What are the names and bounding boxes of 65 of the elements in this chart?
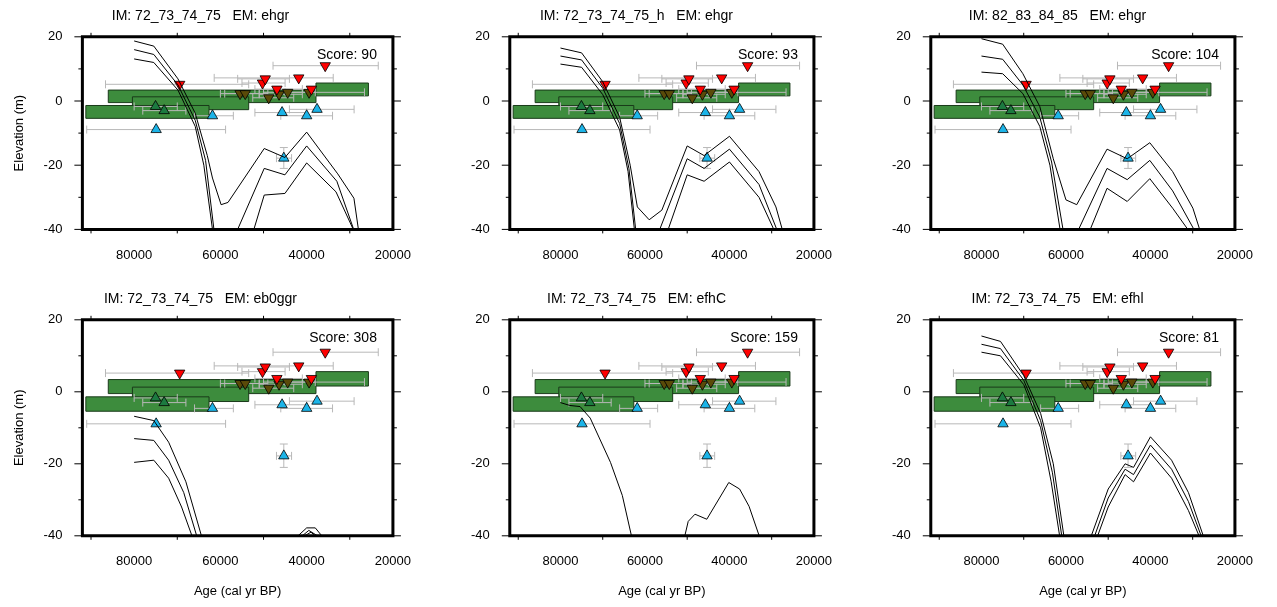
y-tick-label: -40 <box>891 220 911 236</box>
x-tick-label: 60000 <box>1047 246 1085 262</box>
x-tick-label: 80000 <box>963 246 1000 262</box>
x-axis-title: Age (cal yr BP) <box>193 582 282 598</box>
y-tick-label: 20 <box>475 311 490 327</box>
annotation: Score: 104 <box>1151 45 1220 62</box>
y-tick-label: 0 <box>55 92 63 108</box>
x-tick-label: 20000 <box>1216 246 1253 262</box>
y-tick-label: 0 <box>482 92 490 108</box>
annotation: Score: 81 <box>1158 328 1220 345</box>
y-tick-label: -40 <box>43 220 63 236</box>
x-tick-label: 40000 <box>1132 246 1169 262</box>
y-tick-label: -40 <box>43 527 63 543</box>
x-tick-label: 20000 <box>374 553 411 569</box>
x-tick-label: 60000 <box>202 553 239 569</box>
y-tick-label: 0 <box>903 92 911 108</box>
x-tick-label: 60000 <box>626 246 664 262</box>
y-tick-label: -40 <box>891 527 911 543</box>
y-tick-label: -40 <box>470 527 490 543</box>
y-tick-label: 20 <box>47 28 63 44</box>
y-tick-label: -20 <box>891 156 911 172</box>
x-tick-label: 80000 <box>542 246 579 262</box>
y-tick-label: 20 <box>47 311 63 327</box>
y-tick-label: -40 <box>470 220 490 236</box>
x-tick-label: 80000 <box>116 553 153 569</box>
y-tick-label: -20 <box>470 156 490 172</box>
x-tick-label: 40000 <box>711 553 748 569</box>
x-tick-label: 60000 <box>626 553 664 569</box>
y-tick-label: -20 <box>43 455 63 471</box>
y-tick-label: 0 <box>903 383 911 399</box>
chart-title: IM: 72_73_74_75_h EM: ehgr <box>539 7 734 24</box>
x-axis-title: Age (cal yr BP) <box>1039 582 1127 598</box>
x-tick-label: 20000 <box>1216 553 1253 569</box>
y-tick-label: 20 <box>896 311 911 327</box>
x-tick-label: 60000 <box>202 246 239 262</box>
x-tick-label: 40000 <box>1132 553 1169 569</box>
x-tick-label: 80000 <box>542 553 579 569</box>
y-tick-label: -20 <box>470 455 490 471</box>
y-tick-label: 0 <box>482 383 490 399</box>
x-axis-title: Age (cal yr BP) <box>618 582 706 598</box>
x-tick-label: 40000 <box>711 246 748 262</box>
y-axis-title: Elevation (m) <box>11 94 27 172</box>
x-tick-label: 20000 <box>795 246 832 262</box>
y-tick-label: 20 <box>896 28 911 44</box>
x-tick-label: 20000 <box>374 246 411 262</box>
chart-title: IM: 72_73_74_75 EM: eb0ggr <box>103 290 298 307</box>
x-tick-label: 80000 <box>963 553 1000 569</box>
y-tick-label: 20 <box>475 28 490 44</box>
chart-title: IM: 72_73_74_75 EM: ehgr <box>111 7 290 24</box>
annotation: Score: 159 <box>730 328 799 345</box>
annotation: Score: 93 <box>737 45 799 62</box>
chart-title: IM: 72_73_74_75 EM: efhC <box>547 290 726 307</box>
x-tick-label: 40000 <box>288 553 325 569</box>
chart-title: IM: 72_73_74_75 EM: efhl <box>971 290 1144 307</box>
chart-title: IM: 82_83_84_85 EM: ehgr <box>968 7 1147 24</box>
y-tick-label: -20 <box>891 455 911 471</box>
y-axis-title: Elevation (m) <box>11 389 27 467</box>
y-tick-label: -20 <box>43 156 63 172</box>
x-tick-label: 40000 <box>288 246 325 262</box>
annotation: Score: 90 <box>316 45 378 62</box>
x-tick-label: 60000 <box>1047 553 1085 569</box>
annotation: Score: 308 <box>309 328 378 345</box>
x-tick-label: 20000 <box>795 553 832 569</box>
y-tick-label: 0 <box>55 383 63 399</box>
x-tick-label: 80000 <box>116 246 153 262</box>
